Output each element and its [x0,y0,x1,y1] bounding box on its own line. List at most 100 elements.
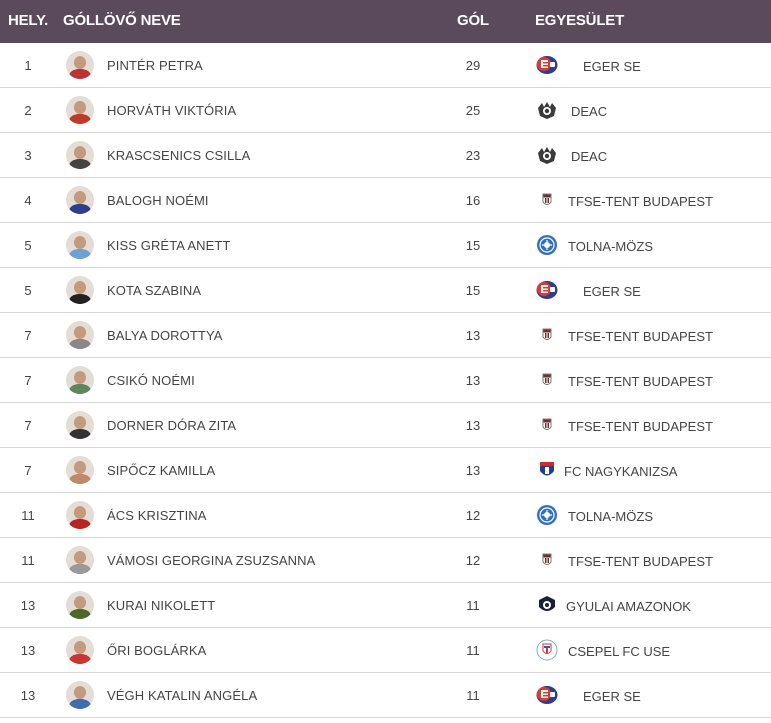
goals-cell: 16 [465,193,481,208]
csepel-logo [536,639,558,661]
player-avatar [66,591,94,619]
goals-cell: 12 [465,508,481,523]
eger-logo [536,279,558,301]
player-name[interactable]: KISS GRÉTA ANETT [107,238,231,253]
rank-cell: 5 [24,283,32,298]
tfse-logo [536,324,558,346]
player-name[interactable]: BALOGH NOÉMI [107,193,209,208]
player-avatar [66,501,94,529]
rank-cell: 13 [20,643,36,658]
table-row[interactable]: 5 KOTA SZABINA 15 EGER SE [0,268,771,313]
player-avatar [66,366,94,394]
player-avatar [66,96,94,124]
nagykanizsa-logo [536,459,558,481]
table-row[interactable]: 7 DORNER DÓRA ZITA 13 TFSE-TENT BUDAPEST [0,403,771,448]
player-name[interactable]: PINTÉR PETRA [107,58,203,73]
player-avatar [66,321,94,349]
club-name[interactable]: TFSE-TENT BUDAPEST [568,194,713,209]
eger-logo [536,684,558,706]
tfse-logo [536,369,558,391]
goals-cell: 23 [465,148,481,163]
player-avatar [66,456,94,484]
player-name[interactable]: ŐRI BOGLÁRKA [107,643,207,658]
table-row[interactable]: 13 VÉGH KATALIN ANGÉLA 11 EGER SE [0,673,771,718]
player-name[interactable]: DORNER DÓRA ZITA [107,418,237,433]
table-row[interactable]: 7 CSIKÓ NOÉMI 13 TFSE-TENT BUDAPEST [0,358,771,403]
rank-cell: 11 [21,508,35,523]
table-row[interactable]: 5 KISS GRÉTA ANETT 15 TOLNA-MÖZS [0,223,771,268]
club-name[interactable]: EGER SE [583,689,641,704]
player-name[interactable]: BALYA DOROTTYA [107,328,223,343]
rank-cell: 7 [24,463,32,478]
goals-cell: 25 [465,103,481,118]
club-name[interactable]: TFSE-TENT BUDAPEST [568,329,713,344]
header-club: EGYESÜLET [535,12,625,29]
table-row[interactable]: 1 PINTÉR PETRA 29 EGER SE [0,43,771,88]
tfse-logo [536,189,558,211]
rank-cell: 11 [21,553,35,568]
player-name[interactable]: KURAI NIKOLETT [107,598,216,613]
rank-cell: 1 [24,58,32,73]
club-name[interactable]: TOLNA-MÖZS [568,509,653,524]
rank-cell: 7 [24,373,32,388]
rank-cell: 7 [24,418,32,433]
goals-cell: 11 [466,643,480,658]
player-avatar [66,681,94,709]
table-row[interactable]: 3 KRASCSENICS CSILLA 23 DEAC [0,133,771,178]
player-name[interactable]: HORVÁTH VIKTÓRIA [107,103,237,118]
club-name[interactable]: CSEPEL FC USE [568,644,671,659]
goals-cell: 13 [465,463,481,478]
player-name[interactable]: KOTA SZABINA [107,283,202,298]
table-row[interactable]: 13 ŐRI BOGLÁRKA 11 CSEPEL FC USE [0,628,771,673]
player-name[interactable]: VÁMOSI GEORGINA ZSUZSANNA [107,553,316,568]
deac-logo [536,99,558,121]
player-avatar [66,141,94,169]
table-row[interactable]: 11 ÁCS KRISZTINA 12 TOLNA-MÖZS [0,493,771,538]
table-row[interactable]: 7 SIPŐCZ KAMILLA 13 FC NAGYKANIZSA [0,448,771,493]
goals-cell: 29 [465,58,481,73]
header-rank: HELY. [8,12,49,29]
rank-cell: 5 [24,238,32,253]
goals-cell: 13 [465,373,481,388]
table-row[interactable]: 7 BALYA DOROTTYA 13 TFSE-TENT BUDAPEST [0,313,771,358]
club-name[interactable]: TFSE-TENT BUDAPEST [568,374,713,389]
club-name[interactable]: DEAC [571,104,608,119]
rank-cell: 13 [20,598,36,613]
goals-cell: 15 [465,238,481,253]
player-avatar [66,546,94,574]
deac-logo [536,144,558,166]
club-name[interactable]: FC NAGYKANIZSA [564,464,678,479]
club-name[interactable]: GYULAI AMAZONOK [566,599,691,614]
club-name[interactable]: TFSE-TENT BUDAPEST [568,554,713,569]
table-row[interactable]: 11 VÁMOSI GEORGINA ZSUZSANNA 12 TFSE-TENT B… [0,538,771,583]
goals-cell: 12 [465,553,481,568]
table-row[interactable]: 2 HORVÁTH VIKTÓRIA 25 DEAC [0,88,771,133]
tolna-logo [536,504,558,526]
goals-cell: 13 [465,328,481,343]
club-name[interactable]: EGER SE [583,59,641,74]
club-name[interactable]: DEAC [571,149,608,164]
player-name[interactable]: KRASCSENICS CSILLA [107,148,251,163]
table-row[interactable]: 4 BALOGH NOÉMI 16 TFSE-TENT BUDAPEST [0,178,771,223]
player-name[interactable]: CSIKÓ NOÉMI [107,373,195,388]
player-avatar [66,411,94,439]
table-body: 1 PINTÉR PETRA 29 EGER SE 2 HORVÁTH VIKTÓRIA 2… [0,43,771,718]
gyula-logo [536,594,558,616]
table-header: HELY. GÓLLÖVŐ NEVE GÓL EGYESÜLET [0,0,771,43]
player-name[interactable]: SIPŐCZ KAMILLA [107,463,216,478]
player-name[interactable]: ÁCS KRISZTINA [107,508,207,523]
goals-cell: 15 [465,283,481,298]
tfse-logo [536,549,558,571]
player-avatar [66,186,94,214]
club-name[interactable]: TFSE-TENT BUDAPEST [568,419,713,434]
tolna-logo [536,234,558,256]
table-row[interactable]: 13 KURAI NIKOLETT 11 GYULAI AMAZONOK [0,583,771,628]
header-goals: GÓL [457,12,489,29]
player-name[interactable]: VÉGH KATALIN ANGÉLA [107,688,258,703]
tfse-logo [536,414,558,436]
rank-cell: 4 [24,193,32,208]
header-name: GÓLLÖVŐ NEVE [63,12,181,29]
club-name[interactable]: TOLNA-MÖZS [568,239,653,254]
goals-cell: 13 [465,418,481,433]
club-name[interactable]: EGER SE [583,284,641,299]
